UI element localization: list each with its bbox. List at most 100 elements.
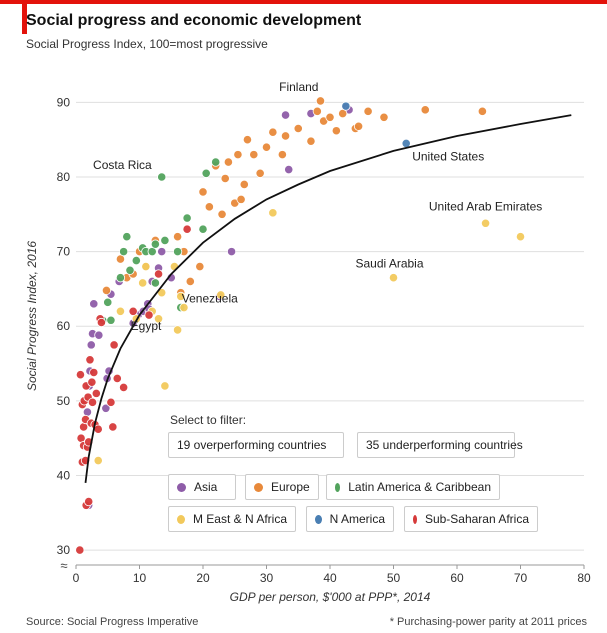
point-latin-america-caribbean	[160, 235, 170, 246]
trend-curve	[84, 114, 572, 484]
y-tick-label: 70	[57, 245, 71, 259]
point-europe	[261, 142, 272, 152]
region-label: N America	[329, 512, 385, 526]
point-sub-saharan-africa	[119, 382, 129, 393]
y-tick-label: 30	[57, 543, 71, 557]
point-europe	[312, 106, 322, 116]
point-sub-saharan-africa	[108, 422, 118, 432]
point-latin-america-caribbean	[131, 255, 141, 266]
point-m-east-n-africa	[141, 261, 151, 272]
point-europe	[204, 202, 214, 212]
point-latin-america-caribbean	[211, 157, 221, 167]
chart-title: Social progress and economic development	[26, 12, 362, 29]
axis-ticks: 30 40 50 60 70 80 90 0 10 20 30 40 50 60 70 80	[57, 95, 591, 585]
point-latin-america-caribbean	[150, 278, 160, 288]
y-tick-label: 80	[57, 170, 71, 184]
point-m-east-n-africa	[179, 302, 189, 313]
point-europe	[477, 106, 487, 116]
point-sub-saharan-africa	[87, 397, 98, 407]
footnote: * Purchasing-power parity at 2011 prices	[389, 616, 587, 628]
point-europe	[325, 112, 335, 122]
point-m-east-n-africa	[160, 381, 170, 391]
point-m-east-n-africa	[93, 455, 103, 466]
x-tick-label: 10	[133, 571, 147, 585]
point-sub-saharan-africa	[75, 370, 86, 380]
point-m-east-n-africa	[169, 261, 180, 272]
region-filter-n-america[interactable]: N America	[306, 506, 394, 532]
point-sub-saharan-africa	[79, 422, 89, 432]
point-europe	[379, 112, 389, 122]
y-axis-label: Social Progress Index, 2016	[25, 241, 39, 391]
point-sub-saharan-africa	[84, 496, 94, 507]
point-latin-america-caribbean	[150, 239, 160, 249]
point-europe	[255, 168, 265, 178]
point-latin-america-caribbean	[122, 232, 132, 242]
region-label: Latin America & Caribbean	[348, 480, 491, 494]
point-europe	[185, 276, 195, 287]
point-asia	[86, 340, 96, 350]
point-europe	[236, 194, 246, 204]
region-filter-latin-america[interactable]: Latin America & Caribbean	[326, 474, 500, 500]
y-tick-label: 40	[57, 468, 71, 482]
region-filter-ss-africa[interactable]: Sub-Saharan Africa	[404, 506, 538, 532]
point-sub-saharan-africa	[85, 355, 95, 365]
point-m-east-n-africa	[388, 273, 399, 283]
point-n-america	[341, 101, 351, 111]
asia-color-dot	[177, 482, 186, 492]
latin-america-color-dot	[335, 482, 341, 492]
point-asia	[82, 407, 93, 417]
point-latin-america-caribbean	[125, 265, 135, 275]
annotation-venezuela: Venezuela	[182, 292, 238, 306]
point-m-east-n-africa	[138, 278, 148, 288]
annotations: Finland Costa Rica United States United Ara…	[93, 80, 542, 333]
mideast-color-dot	[177, 514, 185, 524]
point-latin-america-caribbean	[115, 273, 126, 283]
point-europe	[353, 121, 364, 131]
point-m-east-n-africa	[480, 218, 491, 228]
region-label: Sub-Saharan Africa	[424, 512, 529, 526]
x-tick-label: 30	[260, 571, 274, 585]
point-europe	[363, 106, 373, 116]
n-america-color-dot	[315, 514, 322, 524]
point-europe	[306, 136, 316, 146]
point-sub-saharan-africa	[109, 340, 119, 350]
point-asia	[280, 110, 291, 120]
point-sub-saharan-africa	[87, 377, 97, 387]
point-m-east-n-africa	[515, 232, 526, 242]
point-latin-america-caribbean	[106, 315, 116, 325]
x-tick-label: 20	[196, 571, 210, 585]
region-label: Europe	[271, 480, 310, 494]
point-europe	[277, 150, 287, 160]
x-tick-label: 70	[514, 571, 528, 585]
point-europe	[195, 261, 205, 272]
region-filter-europe[interactable]: Europe	[245, 474, 319, 500]
point-europe	[268, 127, 278, 137]
point-asia	[89, 299, 99, 309]
chart-subtitle: Social Progress Index, 100=most progress…	[26, 37, 268, 51]
point-sub-saharan-africa	[91, 388, 101, 398]
point-latin-america-caribbean	[198, 224, 208, 234]
point-latin-america-caribbean	[103, 297, 113, 307]
point-m-east-n-africa	[173, 325, 183, 335]
point-sub-saharan-africa	[128, 306, 138, 316]
point-sub-saharan-africa	[153, 269, 164, 279]
overperforming-filter-button[interactable]: 19 overperforming countries	[168, 432, 344, 458]
point-sub-saharan-africa	[75, 545, 85, 555]
point-europe	[233, 150, 243, 160]
point-europe	[249, 150, 259, 160]
x-tick-label: 80	[577, 571, 591, 585]
annotation-costa-rica: Costa Rica	[93, 158, 152, 172]
region-label: Asia	[194, 480, 218, 494]
point-m-east-n-africa	[153, 314, 164, 324]
point-m-east-n-africa	[115, 306, 126, 316]
point-europe	[239, 179, 249, 190]
point-asia	[94, 330, 104, 340]
underperforming-filter-button[interactable]: 35 underperforming countries	[357, 432, 523, 458]
y-tick-label: 60	[57, 319, 71, 333]
region-filter-mideast[interactable]: M East & N Africa	[168, 506, 296, 532]
point-europe	[293, 123, 303, 134]
point-latin-america-caribbean	[119, 247, 129, 257]
point-latin-america-caribbean	[157, 172, 167, 182]
point-europe	[420, 105, 430, 115]
region-filter-asia[interactable]: Asia	[168, 474, 236, 500]
